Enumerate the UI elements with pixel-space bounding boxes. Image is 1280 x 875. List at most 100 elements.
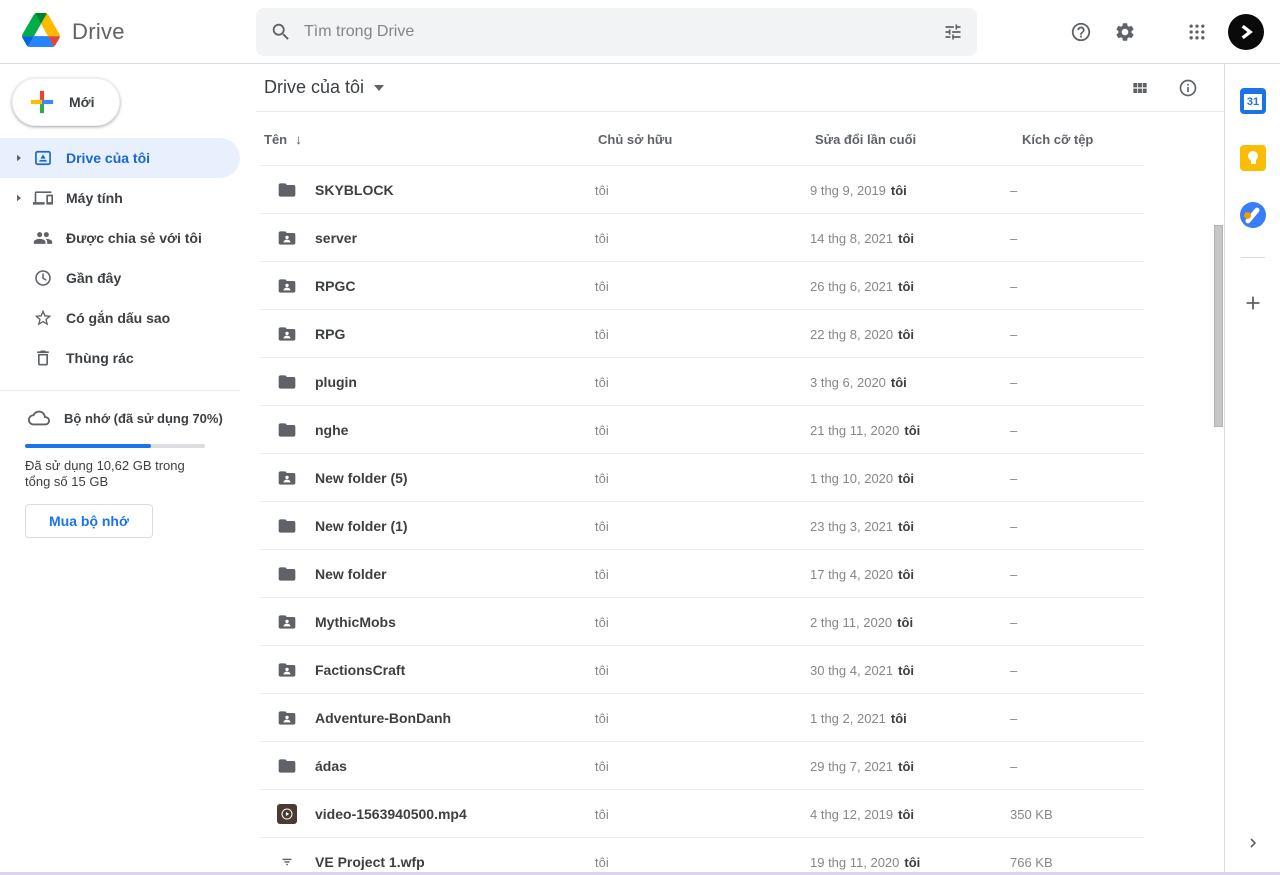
calendar-app-icon[interactable]: 31 — [1239, 87, 1267, 115]
grid-view-icon[interactable] — [1120, 68, 1160, 108]
folder-icon — [276, 358, 298, 406]
file-name: FactionsCraft — [315, 662, 406, 678]
table-row[interactable]: FactionsCraft tôi 30 thg 4, 2021 tôi – — [260, 646, 1144, 694]
shared-folder-icon — [276, 646, 298, 694]
file-size: – — [1010, 662, 1018, 678]
table-row[interactable]: New folder tôi 17 thg 4, 2020 tôi – — [260, 550, 1144, 598]
shared-folder-icon — [276, 694, 298, 742]
collapse-panel-chevron-icon[interactable] — [1239, 829, 1267, 857]
table-row[interactable]: Adventure-BonDanh tôi 1 thg 2, 2021 tôi – — [260, 694, 1144, 742]
google-apps-grid-icon[interactable] — [1177, 12, 1217, 52]
settings-gear-icon[interactable] — [1105, 12, 1145, 52]
storage-header[interactable]: Bộ nhớ (đã sử dụng 70%) — [0, 398, 256, 438]
top-bar: Drive — [0, 0, 1280, 64]
file-size: – — [1010, 470, 1018, 486]
buy-storage-button[interactable]: Mua bộ nhớ — [25, 504, 153, 538]
sidebar-item-trash[interactable]: Thùng rác — [0, 338, 240, 378]
table-row[interactable]: video-1563940500.mp4 tôi 4 thg 12, 2019 t… — [260, 790, 1144, 838]
file-owner: tôi — [595, 518, 609, 534]
file-owner: tôi — [595, 326, 609, 342]
main-toolbar: Drive của tôi — [256, 64, 1224, 112]
keep-app-icon[interactable] — [1239, 144, 1267, 172]
shared-folder-icon — [276, 262, 298, 310]
file-size: 350 KB — [1010, 806, 1053, 822]
expand-caret-icon[interactable] — [14, 353, 24, 363]
file-size: – — [1010, 182, 1018, 198]
file-modified: 29 thg 7, 2021 tôi — [810, 758, 915, 774]
column-header-size[interactable]: Kích cỡ tệp — [1022, 131, 1094, 147]
file-owner: tôi — [595, 566, 609, 582]
file-modified: 26 thg 6, 2021 tôi — [810, 278, 915, 294]
file-modified: 14 thg 8, 2021 tôi — [810, 230, 915, 246]
shared-folder-icon — [276, 454, 298, 502]
help-icon[interactable] — [1061, 12, 1101, 52]
expand-caret-icon[interactable] — [14, 313, 24, 323]
file-owner: tôi — [595, 710, 609, 726]
table-row[interactable]: MythicMobs tôi 2 thg 11, 2020 tôi – — [260, 598, 1144, 646]
sidebar-item-shared-with-me[interactable]: Được chia sẻ với tôi — [0, 218, 240, 258]
file-name: RPGC — [315, 278, 356, 294]
tasks-app-icon[interactable] — [1239, 201, 1267, 229]
file-owner: tôi — [595, 758, 609, 774]
file-owner: tôi — [595, 182, 609, 198]
expand-caret-icon[interactable] — [14, 233, 24, 243]
expand-caret-icon[interactable] — [14, 153, 24, 163]
file-owner: tôi — [595, 230, 609, 246]
file-owner: tôi — [595, 614, 609, 630]
sidebar-item-recent[interactable]: Gần đây — [0, 258, 240, 298]
vertical-scrollbar-thumb[interactable] — [1214, 225, 1223, 427]
folder-icon — [276, 502, 298, 550]
info-icon[interactable] — [1168, 68, 1208, 108]
panel-divider — [1241, 257, 1265, 258]
folder-icon — [276, 166, 298, 214]
drive-logo[interactable]: Drive — [22, 0, 125, 64]
right-side-panel: 31 — [1224, 64, 1280, 875]
search-bar[interactable] — [256, 8, 977, 56]
expand-caret-icon[interactable] — [14, 273, 24, 283]
dropdown-caret-icon — [374, 84, 385, 91]
sidebar-item-my-drive[interactable]: Drive của tôi — [0, 138, 240, 178]
clock-icon — [32, 268, 54, 288]
table-row[interactable]: VE Project 1.wfp tôi 19 thg 11, 2020 tôi … — [260, 838, 1144, 875]
file-size: – — [1010, 422, 1018, 438]
file-owner: tôi — [595, 374, 609, 390]
shared-folder-icon — [276, 310, 298, 358]
sidebar-nav: Drive của tôi Máy tính Được chia sẻ với … — [0, 138, 256, 378]
expand-caret-icon[interactable] — [14, 193, 24, 203]
location-title-button[interactable]: Drive của tôi — [264, 77, 385, 98]
table-row[interactable]: plugin tôi 3 thg 6, 2020 tôi – — [260, 358, 1144, 406]
file-name: video-1563940500.mp4 — [315, 806, 467, 822]
table-row[interactable]: SKYBLOCK tôi 9 thg 9, 2019 tôi – — [260, 166, 1144, 214]
table-row[interactable]: RPG tôi 22 thg 8, 2020 tôi – — [260, 310, 1144, 358]
computer-icon — [32, 188, 54, 208]
file-modified: 1 thg 10, 2020 tôi — [810, 470, 915, 486]
file-rows: SKYBLOCK tôi 9 thg 9, 2019 tôi – server t… — [260, 166, 1144, 875]
column-header-modified[interactable]: Sửa đổi lần cuối — [815, 131, 917, 147]
table-row[interactable]: ádas tôi 29 thg 7, 2021 tôi – — [260, 742, 1144, 790]
star-icon — [32, 308, 54, 328]
account-avatar[interactable] — [1228, 14, 1264, 50]
new-button[interactable]: Mới — [12, 78, 120, 126]
file-size: 766 KB — [1010, 854, 1053, 870]
column-header-owner[interactable]: Chủ sở hữu — [598, 131, 673, 147]
table-row[interactable]: nghe tôi 21 thg 11, 2020 tôi – — [260, 406, 1144, 454]
table-row[interactable]: server tôi 14 thg 8, 2021 tôi – — [260, 214, 1144, 262]
table-row[interactable]: New folder (1) tôi 23 thg 3, 2021 tôi – — [260, 502, 1144, 550]
table-row[interactable]: RPGC tôi 26 thg 6, 2021 tôi – — [260, 262, 1144, 310]
file-modified: 4 thg 12, 2019 tôi — [810, 806, 915, 822]
file-size: – — [1010, 230, 1018, 246]
file-modified: 23 thg 3, 2021 tôi — [810, 518, 915, 534]
drive-logo-icon — [22, 12, 60, 52]
folder-icon — [276, 550, 298, 598]
add-addon-plus-icon[interactable] — [1239, 289, 1267, 317]
sidebar-item-starred[interactable]: Có gắn dấu sao — [0, 298, 240, 338]
search-icon[interactable] — [270, 21, 292, 43]
sidebar-item-computers[interactable]: Máy tính — [0, 178, 240, 218]
file-modified: 2 thg 11, 2020 tôi — [810, 614, 914, 630]
search-options-icon[interactable] — [943, 22, 963, 42]
column-header-name[interactable]: Tên ↓ — [264, 131, 303, 147]
storage-progress-fill — [25, 444, 151, 448]
file-modified: 9 thg 9, 2019 tôi — [810, 182, 907, 198]
search-input[interactable] — [304, 23, 943, 41]
table-row[interactable]: New folder (5) tôi 1 thg 10, 2020 tôi – — [260, 454, 1144, 502]
